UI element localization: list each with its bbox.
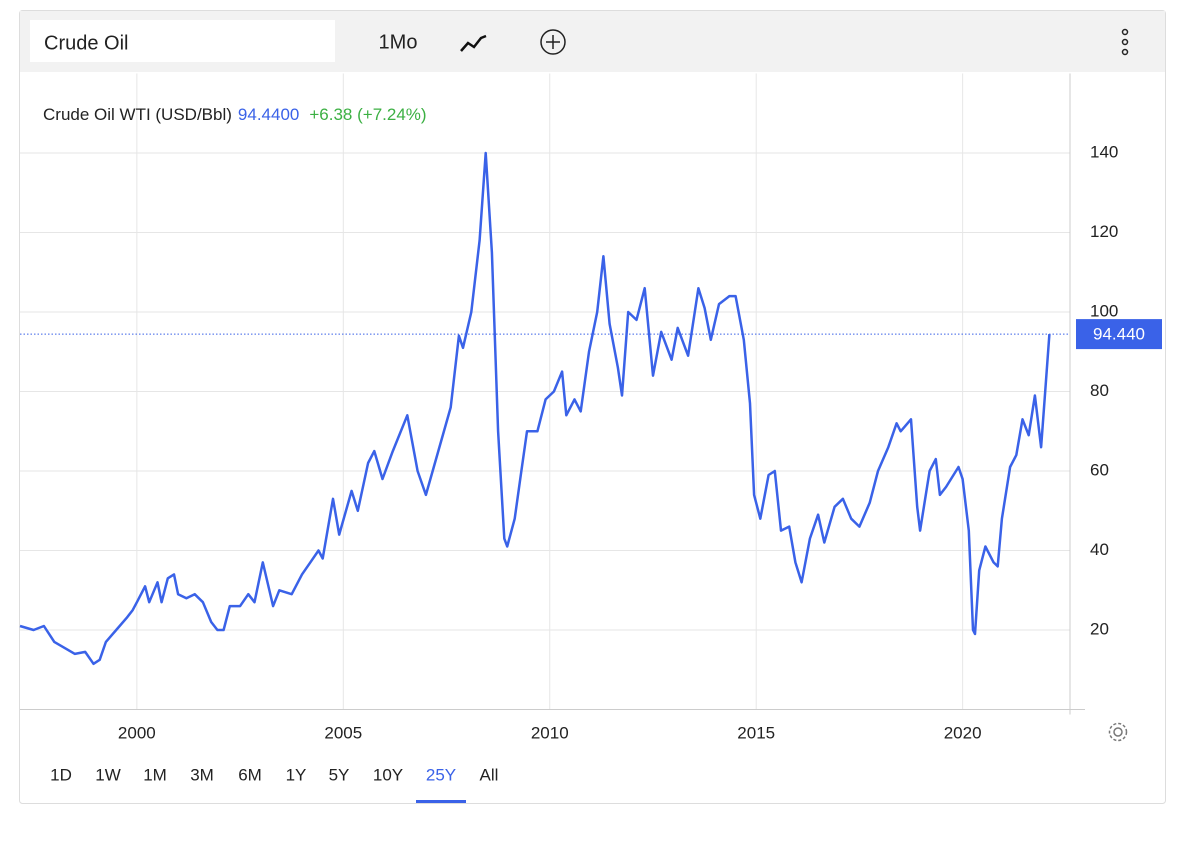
y-tick-label: 60 [1090, 460, 1109, 479]
search-text[interactable]: Crude Oil [44, 32, 128, 54]
range-button[interactable]: 10Y [373, 765, 403, 784]
x-tick-label: 2015 [737, 723, 775, 742]
x-tick-label: 2000 [118, 723, 156, 742]
last-price-label: 94.440 [1093, 325, 1145, 344]
change: +6.38 (+7.24%) [309, 105, 426, 124]
x-tick-label: 2005 [324, 723, 362, 742]
range-button[interactable]: 1W [95, 765, 121, 784]
price-line [19, 151, 1051, 666]
settings-icon[interactable] [1108, 722, 1128, 742]
interval[interactable]: 1Mo [379, 31, 418, 53]
range-button[interactable]: 25Y [426, 765, 456, 784]
plot: 20 40 60 80 100 120 140 2000 2005 2010 2015 2020 94.… [19, 73, 1162, 742]
y-tick-label: 140 [1090, 142, 1118, 161]
x-tick-label: 2020 [944, 723, 982, 742]
range-underline [416, 800, 466, 803]
compare-icon[interactable] [540, 29, 566, 55]
y-tick-label: 120 [1090, 222, 1118, 241]
last-price-tag [1076, 319, 1162, 350]
y-tick-label: 80 [1090, 381, 1109, 400]
range-button[interactable]: 3M [190, 765, 214, 784]
legend: Crude Oil WTI (USD/Bbl) 94.4400 +6.38 (+7.… [43, 105, 427, 124]
range-button[interactable]: 1M [143, 765, 167, 784]
search-box[interactable] [30, 20, 335, 62]
range-button[interactable]: 5Y [329, 765, 350, 784]
frame [19, 10, 1166, 804]
range-button[interactable]: 6M [238, 765, 262, 784]
y-tick-label: 20 [1090, 619, 1109, 638]
price: 94.4400 [238, 105, 299, 124]
range-button[interactable]: 1Y [286, 765, 307, 784]
chart-type-icon[interactable] [460, 34, 487, 52]
range-button[interactable]: All [480, 765, 499, 784]
y-tick-label: 100 [1090, 301, 1118, 320]
y-tick-label: 40 [1090, 540, 1109, 559]
range-button[interactable]: 1D [50, 765, 72, 784]
menu-icon[interactable] [1121, 28, 1129, 56]
x-tick-label: 2010 [531, 723, 569, 742]
range-bar: 1D 1W 1M 3M 6M 1Y 5Y 10Y 25Y All [50, 765, 498, 803]
series-name: Crude Oil WTI (USD/Bbl) [43, 105, 232, 124]
